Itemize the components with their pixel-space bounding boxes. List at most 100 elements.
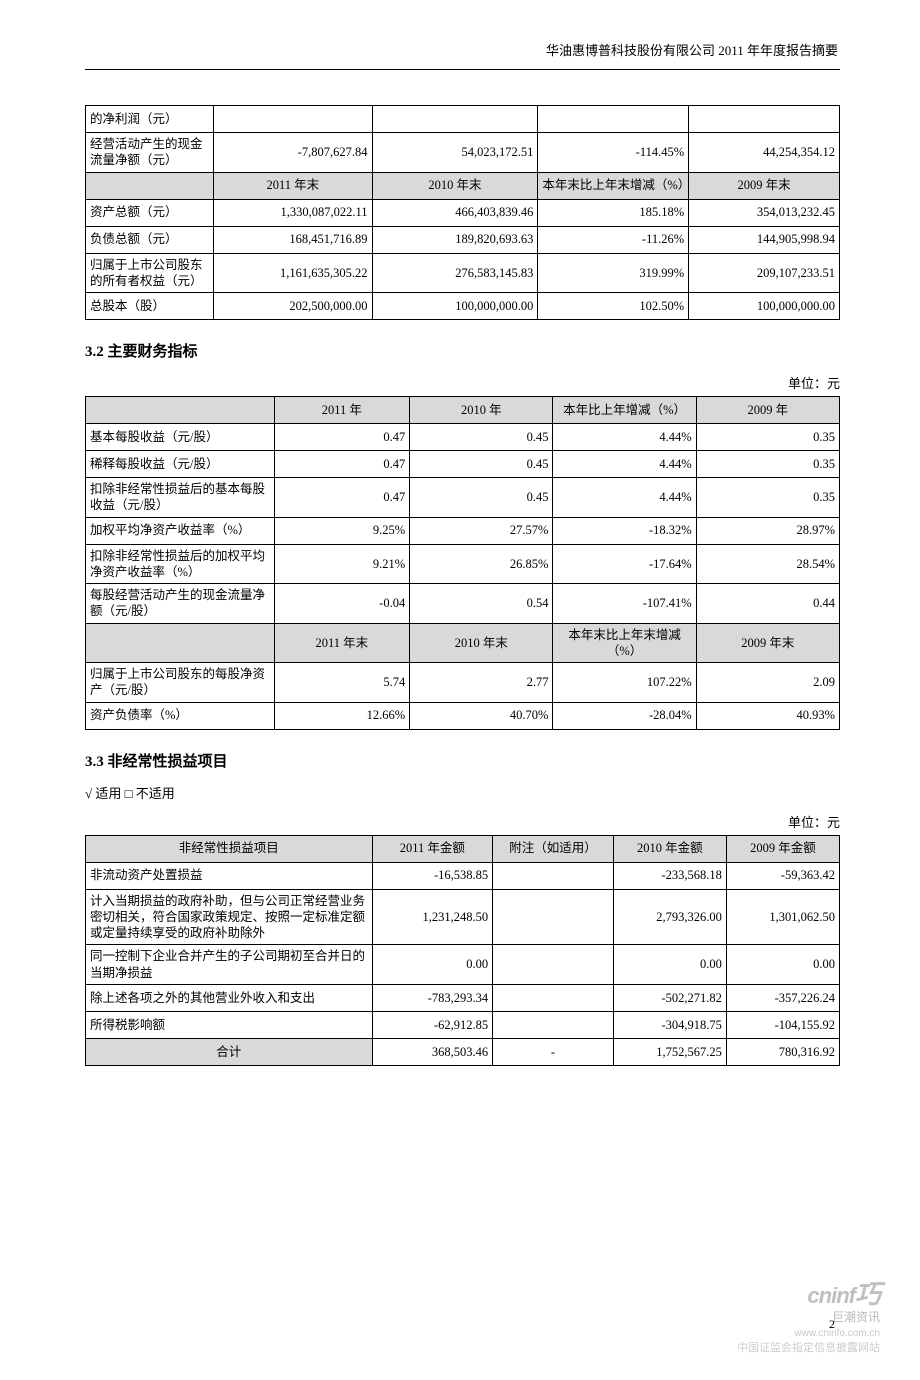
- cell: 0.35: [696, 451, 839, 478]
- cell: 354,013,232.45: [689, 199, 840, 226]
- cell-label: 经营活动产生的现金流量净额（元）: [86, 133, 214, 173]
- table-accounting-data: 的净利润（元） 经营活动产生的现金流量净额（元） -7,807,627.84 5…: [85, 105, 840, 320]
- table-header-row: 2011 年末 2010 年末 本年末比上年末增减（%） 2009 年末: [86, 172, 840, 199]
- cell: [689, 106, 840, 133]
- cell: -59,363.42: [726, 862, 839, 889]
- cell: -62,912.85: [372, 1011, 493, 1038]
- cell: 209,107,233.51: [689, 253, 840, 293]
- cell: -114.45%: [538, 133, 689, 173]
- cell: 0.35: [696, 478, 839, 518]
- cell: 0.45: [410, 478, 553, 518]
- cell: 4.44%: [553, 451, 696, 478]
- cell: -304,918.75: [613, 1011, 726, 1038]
- cell: -0.04: [274, 584, 410, 624]
- cell: 202,500,000.00: [214, 293, 372, 320]
- cell-label: 加权平均净资产收益率（%）: [86, 517, 275, 544]
- cell: [538, 106, 689, 133]
- table-header-row: 非经常性损益项目 2011 年金额 附注（如适用） 2010 年金额 2009 …: [86, 835, 840, 862]
- cell-label: 资产负债率（%）: [86, 702, 275, 729]
- cell: 102.50%: [538, 293, 689, 320]
- cell: -28.04%: [553, 702, 696, 729]
- cell: 100,000,000.00: [689, 293, 840, 320]
- watermark: cninf巧 巨潮资讯 www.cninfo.com.cn 中国证监会指定信息披…: [737, 1280, 880, 1355]
- cell: 0.54: [410, 584, 553, 624]
- table-row: 所得税影响额-62,912.85-304,918.75-104,155.92: [86, 1011, 840, 1038]
- cell: [493, 945, 614, 985]
- cell-label: 的净利润（元）: [86, 106, 214, 133]
- cell: 44,254,354.12: [689, 133, 840, 173]
- cell: -18.32%: [553, 517, 696, 544]
- table-header-row: 2011 年末 2010 年末 本年末比上年末增减（%） 2009 年末: [86, 623, 840, 663]
- cell-header: 2010 年: [410, 397, 553, 424]
- cell: 9.25%: [274, 517, 410, 544]
- table-row: 归属于上市公司股东的每股净资产（元/股）5.742.77107.22%2.09: [86, 663, 840, 703]
- cell: 0.35: [696, 424, 839, 451]
- cell-header: [86, 397, 275, 424]
- cell-label: 每股经营活动产生的现金流量净额（元/股）: [86, 584, 275, 624]
- table-row: 归属于上市公司股东的所有者权益（元） 1,161,635,305.22 276,…: [86, 253, 840, 293]
- cell: [493, 984, 614, 1011]
- cell-header: 2009 年末: [696, 623, 839, 663]
- watermark-url: www.cninfo.com.cn: [794, 1328, 880, 1339]
- table-row: 资产总额（元） 1,330,087,022.11 466,403,839.46 …: [86, 199, 840, 226]
- table-row: 计入当期损益的政府补助，但与公司正常经营业务密切相关，符合国家政策规定、按照一定…: [86, 889, 840, 945]
- cell: 185.18%: [538, 199, 689, 226]
- cell: 319.99%: [538, 253, 689, 293]
- cell: 1,231,248.50: [372, 889, 493, 945]
- cell-label: 基本每股收益（元/股）: [86, 424, 275, 451]
- cell: 9.21%: [274, 544, 410, 584]
- cell-label: 除上述各项之外的其他营业外收入和支出: [86, 984, 373, 1011]
- table-row: 基本每股收益（元/股）0.470.454.44%0.35: [86, 424, 840, 451]
- cell: [372, 106, 538, 133]
- cell: 0.47: [274, 478, 410, 518]
- cell: -502,271.82: [613, 984, 726, 1011]
- cell-header: 本年比上年增减（%）: [553, 397, 696, 424]
- cell: 2.09: [696, 663, 839, 703]
- cell: 5.74: [274, 663, 410, 703]
- cell: 0.00: [726, 945, 839, 985]
- cell-header: 2009 年末: [689, 172, 840, 199]
- cell-header: 本年末比上年末增减（%）: [553, 623, 696, 663]
- table-total-row: 合计 368,503.46 - 1,752,567.25 780,316.92: [86, 1038, 840, 1065]
- cell-total-label: 合计: [86, 1038, 373, 1065]
- cell: 466,403,839.46: [372, 199, 538, 226]
- watermark-logo: cninf巧: [807, 1283, 880, 1308]
- table-row: 扣除非经常性损益后的加权平均净资产收益率（%）9.21%26.85%-17.64…: [86, 544, 840, 584]
- cell: -17.64%: [553, 544, 696, 584]
- cell: 368,503.46: [372, 1038, 493, 1065]
- cell-label: 同一控制下企业合并产生的子公司期初至合并日的当期净损益: [86, 945, 373, 985]
- cell: -11.26%: [538, 226, 689, 253]
- table-row: 稀释每股收益（元/股）0.470.454.44%0.35: [86, 451, 840, 478]
- cell: 0.00: [613, 945, 726, 985]
- cell-header: 2011 年金额: [372, 835, 493, 862]
- watermark-cn: 巨潮资讯: [832, 1310, 880, 1324]
- cell: 1,330,087,022.11: [214, 199, 372, 226]
- cell: 4.44%: [553, 424, 696, 451]
- cell: 0.47: [274, 451, 410, 478]
- cell: 28.54%: [696, 544, 839, 584]
- cell-header: 本年末比上年末增减（%）: [538, 172, 689, 199]
- unit-label: 单位：元: [85, 812, 840, 831]
- cell: 189,820,693.63: [372, 226, 538, 253]
- cell-header: 2009 年金额: [726, 835, 839, 862]
- cell-label: 计入当期损益的政府补助，但与公司正常经营业务密切相关，符合国家政策规定、按照一定…: [86, 889, 373, 945]
- table-row: 同一控制下企业合并产生的子公司期初至合并日的当期净损益0.000.000.00: [86, 945, 840, 985]
- cell: 780,316.92: [726, 1038, 839, 1065]
- table-row: 的净利润（元）: [86, 106, 840, 133]
- cell: [493, 889, 614, 945]
- table-row: 除上述各项之外的其他营业外收入和支出-783,293.34-502,271.82…: [86, 984, 840, 1011]
- header-rule: [85, 69, 840, 70]
- cell: 0.45: [410, 451, 553, 478]
- cell: -16,538.85: [372, 862, 493, 889]
- cell: 0.47: [274, 424, 410, 451]
- cell: 0.45: [410, 424, 553, 451]
- cell: -357,226.24: [726, 984, 839, 1011]
- cell: 12.66%: [274, 702, 410, 729]
- table-row: 经营活动产生的现金流量净额（元） -7,807,627.84 54,023,17…: [86, 133, 840, 173]
- cell: -233,568.18: [613, 862, 726, 889]
- cell-label: 扣除非经常性损益后的加权平均净资产收益率（%）: [86, 544, 275, 584]
- table-financial-indicators: 2011 年 2010 年 本年比上年增减（%） 2009 年 基本每股收益（元…: [85, 396, 840, 730]
- cell-label: 总股本（股）: [86, 293, 214, 320]
- cell-label: 所得税影响额: [86, 1011, 373, 1038]
- cell: 54,023,172.51: [372, 133, 538, 173]
